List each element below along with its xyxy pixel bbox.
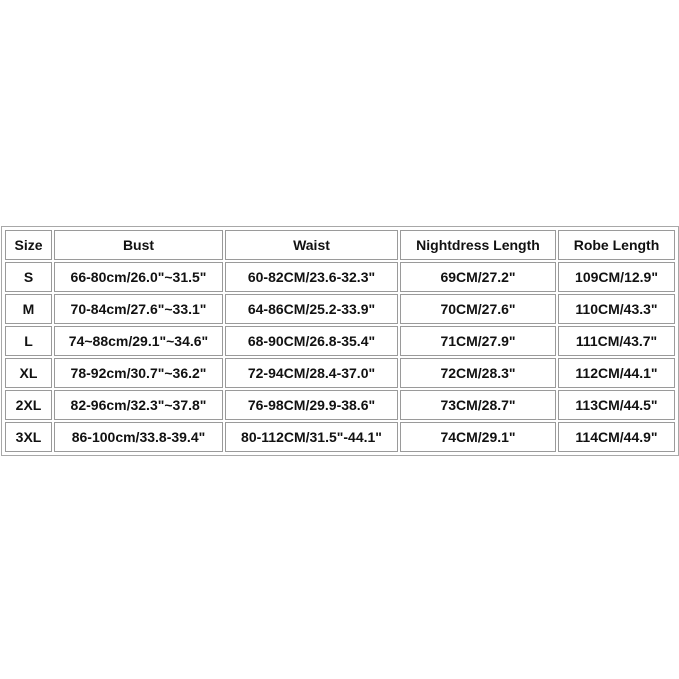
table-row: L 74~88cm/29.1"~34.6" 68-90CM/26.8-35.4" 71… [5,326,675,356]
cell-waist: 64-86CM/25.2-33.9" [225,294,398,324]
size-chart-table: Size Bust Waist Nightdress Length Robe L… [3,228,677,454]
cell-size: XL [5,358,52,388]
cell-robe-length: 114CM/44.9" [558,422,675,452]
table-row: M 70-84cm/27.6"~33.1" 64-86CM/25.2-33.9" 70… [5,294,675,324]
cell-robe-length: 113CM/44.5" [558,390,675,420]
size-chart: Size Bust Waist Nightdress Length Robe L… [1,226,679,456]
cell-size: L [5,326,52,356]
cell-waist: 72-94CM/28.4-37.0" [225,358,398,388]
cell-size: 2XL [5,390,52,420]
cell-waist: 68-90CM/26.8-35.4" [225,326,398,356]
header-row: Size Bust Waist Nightdress Length Robe L… [5,230,675,260]
cell-bust: 82-96cm/32.3"~37.8" [54,390,223,420]
cell-nightdress-length: 74CM/29.1" [400,422,556,452]
header-bust: Bust [54,230,223,260]
header-robe-length: Robe Length [558,230,675,260]
cell-size: M [5,294,52,324]
cell-robe-length: 109CM/12.9" [558,262,675,292]
table-row: S 66-80cm/26.0"~31.5" 60-82CM/23.6-32.3" 69… [5,262,675,292]
cell-nightdress-length: 71CM/27.9" [400,326,556,356]
cell-bust: 86-100cm/33.8-39.4" [54,422,223,452]
header-nightdress-length: Nightdress Length [400,230,556,260]
cell-robe-length: 111CM/43.7" [558,326,675,356]
header-waist: Waist [225,230,398,260]
table-row: 3XL 86-100cm/33.8-39.4" 80-112CM/31.5"-44.… [5,422,675,452]
table-row: 2XL 82-96cm/32.3"~37.8" 76-98CM/29.9-38.6"… [5,390,675,420]
cell-bust: 74~88cm/29.1"~34.6" [54,326,223,356]
cell-robe-length: 112CM/44.1" [558,358,675,388]
cell-size: S [5,262,52,292]
header-size: Size [5,230,52,260]
cell-bust: 78-92cm/30.7"~36.2" [54,358,223,388]
cell-size: 3XL [5,422,52,452]
cell-nightdress-length: 72CM/28.3" [400,358,556,388]
cell-nightdress-length: 73CM/28.7" [400,390,556,420]
cell-bust: 66-80cm/26.0"~31.5" [54,262,223,292]
cell-robe-length: 110CM/43.3" [558,294,675,324]
table-row: XL 78-92cm/30.7"~36.2" 72-94CM/28.4-37.0" 7… [5,358,675,388]
cell-nightdress-length: 69CM/27.2" [400,262,556,292]
cell-bust: 70-84cm/27.6"~33.1" [54,294,223,324]
cell-nightdress-length: 70CM/27.6" [400,294,556,324]
cell-waist: 80-112CM/31.5"-44.1" [225,422,398,452]
cell-waist: 76-98CM/29.9-38.6" [225,390,398,420]
cell-waist: 60-82CM/23.6-32.3" [225,262,398,292]
